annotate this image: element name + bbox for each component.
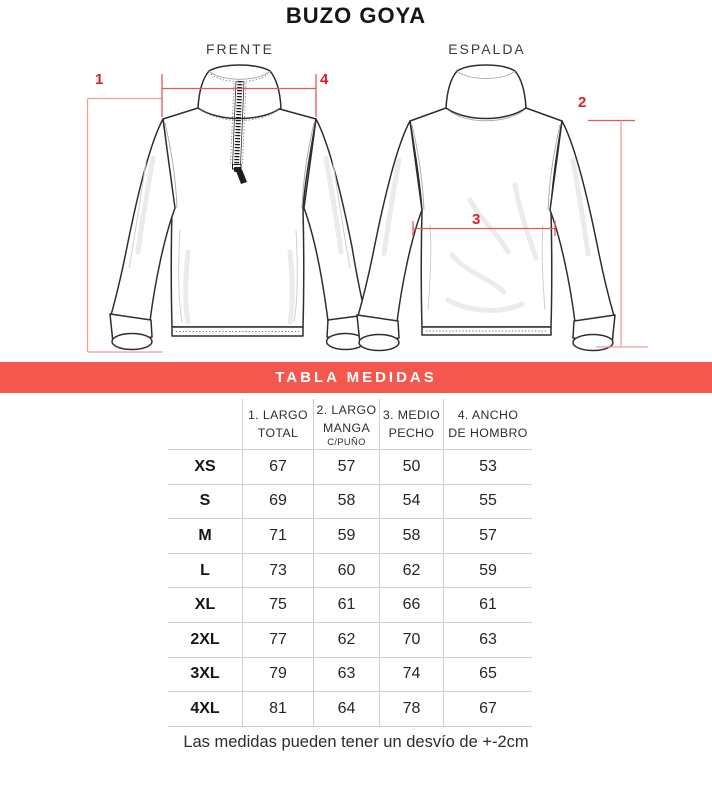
- table-row: XS 67 57 50 53: [168, 449, 532, 485]
- size-label: XS: [168, 449, 243, 485]
- measurement-marker-1: 1: [95, 71, 103, 88]
- size-label: 4XL: [168, 691, 243, 727]
- front-view-label: FRENTE: [206, 41, 274, 57]
- cell-value: 69: [242, 483, 314, 520]
- cell-value: 64: [313, 691, 380, 727]
- cell-value: 62: [379, 552, 444, 589]
- cell-value: 59: [443, 552, 532, 589]
- cell-value: 54: [379, 483, 444, 520]
- measurement-lines-back: 2 3: [412, 94, 648, 348]
- back-view-label: ESPALDA: [448, 41, 526, 57]
- size-chart-table: 1. LARGO TOTAL 2. LARGO MANGA C/PUÑO 3. …: [168, 399, 532, 727]
- header-largo-total: 1. LARGO TOTAL: [242, 399, 314, 450]
- cell-value: 66: [379, 587, 444, 623]
- cell-value: 55: [443, 483, 532, 520]
- table-row: L 73 60 62 59: [168, 552, 532, 589]
- size-label: XL: [168, 587, 243, 623]
- size-label: L: [168, 552, 243, 589]
- cell-value: 67: [443, 691, 532, 727]
- back-garment-drawing: [356, 64, 616, 352]
- size-label: S: [168, 483, 243, 520]
- measurement-lines-front: 1 4: [86, 71, 329, 353]
- cell-value: 58: [313, 483, 380, 520]
- header-medio-pecho: 3. MEDIO PECHO: [379, 399, 444, 450]
- table-row: XL 75 61 66 61: [168, 587, 532, 623]
- cell-value: 77: [242, 621, 314, 658]
- cell-value: 60: [313, 552, 380, 589]
- header-largo-manga: 2. LARGO MANGA C/PUÑO: [313, 399, 380, 450]
- header-row: 1. LARGO TOTAL 2. LARGO MANGA C/PUÑO 3. …: [168, 399, 532, 450]
- cell-value: 79: [242, 656, 314, 693]
- table-row: S 69 58 54 55: [168, 483, 532, 520]
- cell-value: 61: [313, 587, 380, 623]
- size-label: 2XL: [168, 621, 243, 658]
- table-row: M 71 59 58 57: [168, 518, 532, 554]
- cell-value: 62: [313, 621, 380, 658]
- cell-value: 70: [379, 621, 444, 658]
- cell-value: 53: [443, 449, 532, 485]
- cell-value: 73: [242, 552, 314, 589]
- cell-value: 75: [242, 587, 314, 623]
- cell-value: 59: [313, 518, 380, 554]
- cell-value: 65: [443, 656, 532, 693]
- table-title-banner: TABLA MEDIDAS: [0, 362, 712, 393]
- measurement-marker-3: 3: [472, 211, 480, 228]
- measurement-marker-2: 2: [578, 94, 586, 111]
- cell-value: 57: [313, 449, 380, 485]
- cell-value: 74: [379, 656, 444, 693]
- cell-value: 50: [379, 449, 444, 485]
- zipper: [230, 80, 247, 184]
- cell-value: 81: [242, 691, 314, 727]
- cell-value: 61: [443, 587, 532, 623]
- cell-value: 58: [379, 518, 444, 554]
- page-title: BUZO GOYA: [285, 3, 427, 28]
- size-label: M: [168, 518, 243, 554]
- cell-value: 67: [242, 449, 314, 485]
- size-label: 3XL: [168, 656, 243, 693]
- table-row: 2XL 77 62 70 63: [168, 621, 532, 658]
- header-size-empty: [168, 399, 243, 450]
- cell-value: 71: [242, 518, 314, 554]
- measurement-marker-4: 4: [320, 71, 329, 88]
- tolerance-note: Las medidas pueden tener un desvío de +-…: [183, 733, 529, 751]
- cell-value: 57: [443, 518, 532, 554]
- cell-value: 78: [379, 691, 444, 727]
- header-ancho-hombro: 4. ANCHO DE HOMBRO: [443, 399, 532, 450]
- front-garment-drawing: [109, 64, 367, 351]
- table-row: 4XL 81 64 78 67: [168, 691, 532, 727]
- cell-value: 63: [443, 621, 532, 658]
- garment-technical-drawing: 1 4 2 3: [86, 64, 648, 353]
- table-row: 3XL 79 63 74 65: [168, 656, 532, 693]
- cell-value: 63: [313, 656, 380, 693]
